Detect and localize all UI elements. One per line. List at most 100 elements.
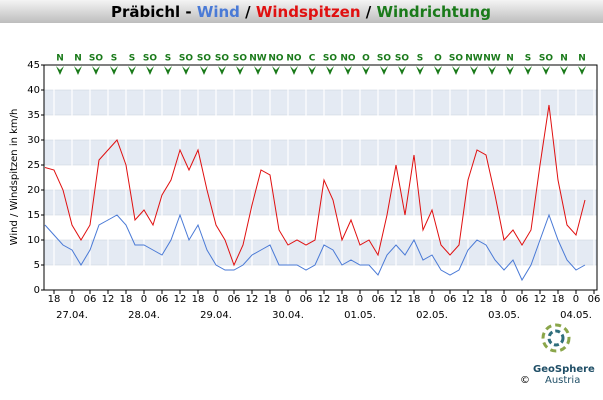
y-tick-label: 5 [34, 260, 40, 271]
x-tick-label: 12 [318, 294, 331, 305]
date-label: 28.04. [128, 310, 160, 321]
direction-label: O [362, 54, 370, 64]
direction-arrow [91, 66, 100, 75]
direction-arrow [145, 66, 154, 75]
x-tick-label: 18 [48, 294, 61, 305]
x-tick-label: 06 [156, 294, 169, 305]
x-tick-label: 18 [264, 294, 277, 305]
direction-label: SO [449, 54, 463, 64]
x-tick-label: 06 [516, 294, 529, 305]
direction-label: S [417, 54, 423, 64]
x-tick-label: 0 [357, 294, 363, 305]
direction-arrow [217, 66, 226, 75]
direction-arrow [343, 66, 352, 75]
x-tick-label: 0 [285, 294, 291, 305]
direction-arrow [433, 66, 442, 75]
direction-arrow [559, 66, 568, 75]
title-wind: Wind [197, 3, 240, 21]
x-tick-label: 12 [246, 294, 259, 305]
y-tick-label: 20 [27, 185, 40, 196]
y-tick-label: 45 [27, 60, 40, 71]
logo-ring [541, 323, 571, 353]
date-label: 30.04. [272, 310, 304, 321]
direction-label: S [111, 54, 117, 64]
direction-label: SO [323, 54, 337, 64]
direction-arrow [181, 66, 190, 75]
copyright: © [520, 375, 530, 386]
direction-label: C [309, 54, 316, 64]
y-tick-label: 15 [27, 210, 40, 221]
date-label: 03.05. [488, 310, 520, 321]
plot-frame [43, 64, 598, 291]
x-tick-label: 12 [390, 294, 403, 305]
date-label: 27.04. [56, 310, 88, 321]
x-tick-label: 12 [174, 294, 187, 305]
direction-label: SO [143, 54, 157, 64]
direction-arrow [235, 66, 244, 75]
date-label: 02.05. [416, 310, 448, 321]
direction-label: N [506, 54, 514, 64]
title-direction: Windrichtung [376, 3, 490, 21]
direction-label: NW [249, 54, 267, 64]
direction-arrow [523, 66, 532, 75]
title-separator: / [240, 3, 256, 21]
x-tick-label: 06 [444, 294, 457, 305]
y-tick-label: 10 [27, 235, 40, 246]
direction-arrow [289, 66, 298, 75]
band [44, 140, 597, 165]
y-tick-label: 25 [27, 160, 40, 171]
x-tick-label: 06 [228, 294, 241, 305]
direction-arrow [469, 66, 478, 75]
direction-label: NO [340, 54, 356, 64]
direction-arrow [271, 66, 280, 75]
direction-arrow [307, 66, 316, 75]
y-tick-label: 0 [34, 285, 40, 296]
x-tick-label: 12 [534, 294, 547, 305]
x-tick-label: 12 [102, 294, 115, 305]
title-gusts: Windspitzen [256, 3, 361, 21]
x-tick-label: 0 [501, 294, 507, 305]
direction-label: NW [483, 54, 501, 64]
direction-label: S [525, 54, 531, 64]
y-tick-label: 30 [27, 135, 40, 146]
x-tick-label: 18 [408, 294, 421, 305]
direction-label: NO [286, 54, 302, 64]
direction-arrow [325, 66, 334, 75]
x-tick-label: 06 [300, 294, 313, 305]
direction-label: SO [179, 54, 193, 64]
title-bar [0, 0, 603, 23]
x-tick-label: 18 [336, 294, 349, 305]
direction-label: N [56, 54, 64, 64]
direction-arrow [253, 66, 262, 75]
direction-arrow [415, 66, 424, 75]
direction-label: NW [465, 54, 483, 64]
direction-label: SO [89, 54, 103, 64]
x-tick-label: 18 [552, 294, 565, 305]
logo-name: GeoSphere [533, 364, 595, 375]
direction-arrow [397, 66, 406, 75]
direction-label: N [578, 54, 586, 64]
direction-arrow [163, 66, 172, 75]
direction-arrow [577, 66, 586, 75]
direction-arrow [55, 66, 64, 75]
direction-arrow [487, 66, 496, 75]
chart-title: Präbichl - Wind / Windspitzen / Windrich… [111, 3, 491, 21]
x-tick-label: 0 [141, 294, 147, 305]
x-tick-label: 0 [573, 294, 579, 305]
direction-label: N [74, 54, 82, 64]
y-axis-label: Wind / Windspitzen in km/h [9, 109, 20, 246]
logo: GeoSphere Austria © [520, 323, 595, 386]
direction-label: SO [197, 54, 211, 64]
x-tick-label: 0 [69, 294, 75, 305]
direction-arrow [505, 66, 514, 75]
direction-arrow [541, 66, 550, 75]
x-tick-label: 06 [588, 294, 601, 305]
x-tick-label: 18 [480, 294, 493, 305]
direction-label: SO [215, 54, 229, 64]
x-tick-label: 12 [462, 294, 475, 305]
direction-label: S [165, 54, 171, 64]
y-tick-label: 40 [27, 85, 40, 96]
direction-arrow [109, 66, 118, 75]
series-line [44, 104, 586, 267]
